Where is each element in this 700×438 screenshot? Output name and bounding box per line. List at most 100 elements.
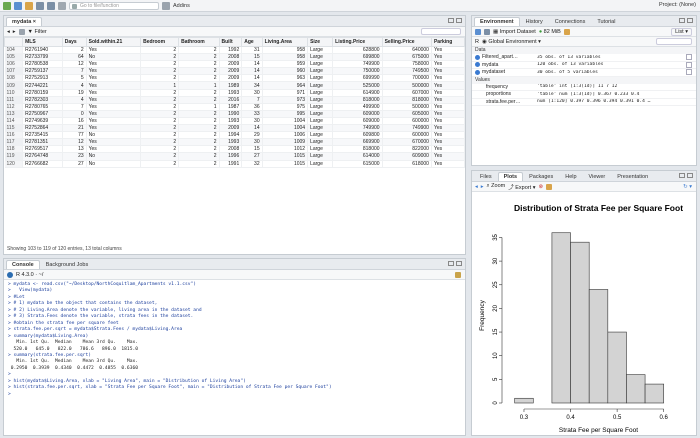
- expand-icon[interactable]: [475, 54, 480, 60]
- env-item[interactable]: frequency 'table' int [1:3(1d)] 11 7 12: [472, 84, 696, 91]
- view-table-icon[interactable]: [686, 54, 692, 61]
- tab-connections[interactable]: Connections: [554, 19, 586, 25]
- back-icon[interactable]: ◂: [7, 28, 10, 35]
- import-dataset-button[interactable]: ▦ Import Dataset: [493, 29, 536, 35]
- env-search-input[interactable]: [656, 38, 692, 45]
- tab-plots[interactable]: Plots: [497, 172, 524, 181]
- table-cell: 1: [140, 81, 180, 90]
- broom-icon[interactable]: [546, 183, 553, 190]
- tab-background-jobs[interactable]: Background Jobs: [45, 262, 89, 268]
- export-button[interactable]: ⤴ Export ▾: [508, 184, 536, 191]
- y-tick-label: 35: [493, 233, 499, 240]
- search-input[interactable]: [421, 28, 461, 35]
- minimize-icon[interactable]: [679, 173, 685, 178]
- table-cell: No: [86, 131, 142, 140]
- env-item[interactable]: mydataset 30 obs. of 5 variables: [472, 69, 696, 77]
- remove-plot-icon[interactable]: ⊗: [538, 183, 544, 190]
- language-dropdown[interactable]: R: [475, 38, 479, 45]
- table-cell: 1993: [219, 89, 243, 97]
- column-header[interactable]: MLS: [22, 37, 63, 47]
- open-icon[interactable]: [475, 28, 481, 35]
- maximize-icon[interactable]: [456, 18, 462, 23]
- memory-usage[interactable]: ● 82 MiB: [539, 29, 561, 35]
- popout-icon[interactable]: [18, 28, 25, 35]
- tab-packages[interactable]: Packages: [529, 174, 554, 180]
- maximize-icon[interactable]: [687, 18, 693, 23]
- view-table-icon[interactable]: [686, 69, 692, 76]
- table-cell: No: [86, 160, 142, 168]
- histogram-bar: [588, 289, 609, 404]
- table-cell: 500000: [382, 81, 432, 90]
- minimize-icon[interactable]: [448, 261, 454, 266]
- column-header[interactable]: Bedroom: [140, 37, 180, 47]
- column-header[interactable]: Selling.Price: [381, 37, 432, 47]
- forward-icon[interactable]: ▸: [12, 28, 16, 35]
- addins-menu[interactable]: Addins: [173, 2, 190, 9]
- print-icon[interactable]: [58, 1, 66, 10]
- column-header[interactable]: Listing.Price: [332, 37, 383, 47]
- refresh-icon[interactable]: ↻ ▾: [683, 183, 692, 190]
- tab-environment[interactable]: Environment: [474, 17, 520, 26]
- project-menu[interactable]: Project: (None): [659, 2, 696, 8]
- new-file-icon[interactable]: [3, 1, 11, 10]
- table-cell: 19: [62, 89, 87, 97]
- view-table-icon[interactable]: [686, 61, 692, 68]
- table-cell: 7: [241, 96, 263, 104]
- minimize-icon[interactable]: [679, 18, 685, 23]
- close-icon[interactable]: ×: [32, 19, 37, 25]
- column-header[interactable]: Built: [218, 37, 243, 47]
- tab-history[interactable]: History: [525, 19, 543, 25]
- spacer: [475, 92, 480, 97]
- column-header[interactable]: Sold.within.21: [85, 37, 142, 47]
- goto-file-input[interactable]: Go to file/function: [69, 1, 159, 10]
- env-item[interactable]: Filtered_apart… 35 obs. of 13 variables: [472, 54, 696, 62]
- column-header[interactable]: Size: [307, 37, 334, 47]
- column-header[interactable]: Living.Area: [261, 37, 309, 47]
- save-icon[interactable]: [36, 1, 44, 10]
- open-project-icon[interactable]: [14, 1, 22, 10]
- table-cell: 2: [140, 131, 180, 140]
- table-row: 117 R2781351 12 Yes 2 2 1993 30 1009 Large 669900 6…: [4, 138, 466, 147]
- expand-icon[interactable]: [475, 62, 480, 68]
- table-cell: 2: [178, 67, 220, 76]
- broom-icon[interactable]: [563, 28, 570, 35]
- save-workspace-icon[interactable]: [484, 28, 490, 35]
- table-cell: 14: [241, 124, 263, 133]
- maximize-icon[interactable]: [456, 261, 462, 266]
- view-mode-dropdown[interactable]: List ▾: [671, 27, 692, 36]
- filter-button[interactable]: ▼ Filter: [28, 29, 47, 35]
- table-cell: R2752864: [22, 124, 63, 133]
- save-all-icon[interactable]: [47, 1, 55, 10]
- global-env-dropdown[interactable]: ◉ Global Environment ▾: [481, 38, 541, 45]
- expand-icon[interactable]: [475, 69, 480, 75]
- table-cell: 2: [178, 160, 220, 168]
- column-header[interactable]: [3, 37, 24, 47]
- maximize-icon[interactable]: [687, 173, 693, 178]
- console-output[interactable]: > mydata <- read.csv("~/Desktop/NorthCoq…: [4, 280, 465, 400]
- column-header[interactable]: Age: [241, 37, 263, 47]
- env-item[interactable]: strata.fee.per… num [1:120] 0.397 0.396 0…: [472, 99, 696, 106]
- tab-viewer[interactable]: Viewer: [588, 174, 606, 180]
- open-file-icon[interactable]: [25, 1, 33, 10]
- console-pane: Console Background Jobs R 4.3.0 · ~/ > m…: [3, 258, 466, 436]
- tab-console[interactable]: Console: [6, 260, 40, 269]
- env-item[interactable]: proportions 'table' num [1:3(1d)] 0.367 0…: [472, 91, 696, 99]
- tab-tutorial[interactable]: Tutorial: [597, 19, 616, 25]
- tab-mydata[interactable]: mydata ×: [6, 17, 43, 26]
- window-buttons: [679, 173, 693, 178]
- column-header[interactable]: Days: [61, 37, 87, 47]
- next-plot-icon[interactable]: ▸: [480, 183, 484, 190]
- grid-icon[interactable]: [162, 1, 170, 10]
- column-header[interactable]: Bathroom: [178, 37, 220, 47]
- clear-console-icon[interactable]: [455, 271, 461, 278]
- tab-presentation[interactable]: Presentation: [617, 174, 649, 180]
- minimize-icon[interactable]: [448, 18, 454, 23]
- table-cell: R2781351: [22, 138, 63, 147]
- zoom-button[interactable]: ⌕ Zoom: [487, 183, 506, 190]
- tab-files[interactable]: Files: [480, 174, 492, 180]
- tab-help[interactable]: Help: [565, 174, 577, 180]
- table-cell: Yes: [431, 131, 466, 140]
- prev-plot-icon[interactable]: ◂: [475, 183, 478, 190]
- column-header[interactable]: Parking: [430, 37, 466, 47]
- env-item[interactable]: mydata 120 obs. of 13 variables: [472, 61, 696, 69]
